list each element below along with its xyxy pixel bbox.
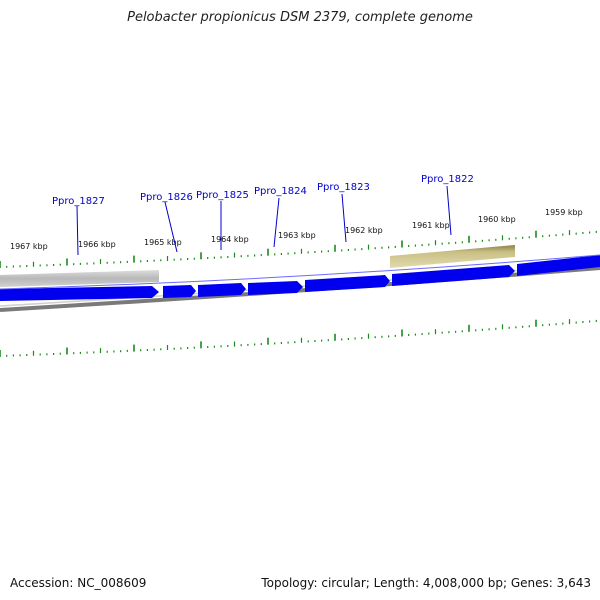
gene-track-highlight [0,254,600,290]
kbp-label: 1966 kbp [78,240,116,249]
gene-label-ppro-1826[interactable]: Ppro_1826 [140,192,193,203]
gene-label-ppro-1827[interactable]: Ppro_1827 [52,196,105,207]
gene-label-ppro-1824[interactable]: Ppro_1824 [254,186,307,197]
gene-arrow[interactable] [0,286,159,301]
gene-label-ppro-1822[interactable]: Ppro_1822 [421,174,474,185]
gene-leader-line [341,193,347,243]
scale-labels: 1967 kbp 1966 kbp 1965 kbp 1964 kbp 1963… [10,208,583,251]
gene-arrow[interactable] [248,281,303,295]
gene-leader-line [76,205,79,256]
upper-tick-row [0,230,597,268]
gene-label-ppro-1825[interactable]: Ppro_1825 [196,190,249,201]
kbp-label: 1961 kbp [412,221,450,230]
gene-leader-line [164,201,178,253]
gene-arrow[interactable] [517,255,600,276]
kbp-label: 1967 kbp [10,242,48,251]
gene-leader-line [446,185,452,236]
gene-arrow[interactable] [198,283,246,297]
region-feature-gray[interactable] [0,270,159,287]
kbp-label: 1959 kbp [545,208,583,217]
topology-text: Topology: circular; Length: 4,008,000 bp… [261,576,591,590]
gene-labels: Ppro_1827 Ppro_1826 Ppro_1825 Ppro_1824 … [52,174,474,256]
accession-text: Accession: NC_008609 [10,576,147,590]
kbp-label: 1964 kbp [211,235,249,244]
gene-label-ppro-1823[interactable]: Ppro_1823 [317,182,370,193]
kbp-label: 1960 kbp [478,215,516,224]
region-feature-khaki[interactable] [390,245,515,268]
gene-track [0,254,600,301]
map-title: Pelobacter propionicus DSM 2379, complet… [127,10,473,25]
kbp-label: 1962 kbp [345,226,383,235]
kbp-label: 1963 kbp [278,231,316,240]
genome-backbone [0,266,600,312]
gene-arrow[interactable] [163,285,196,298]
gene-arrow[interactable] [305,275,390,292]
gene-leader-line [273,197,280,248]
kbp-label: 1965 kbp [144,238,182,247]
gene-arrow[interactable] [392,265,515,286]
lower-tick-row [0,319,597,357]
